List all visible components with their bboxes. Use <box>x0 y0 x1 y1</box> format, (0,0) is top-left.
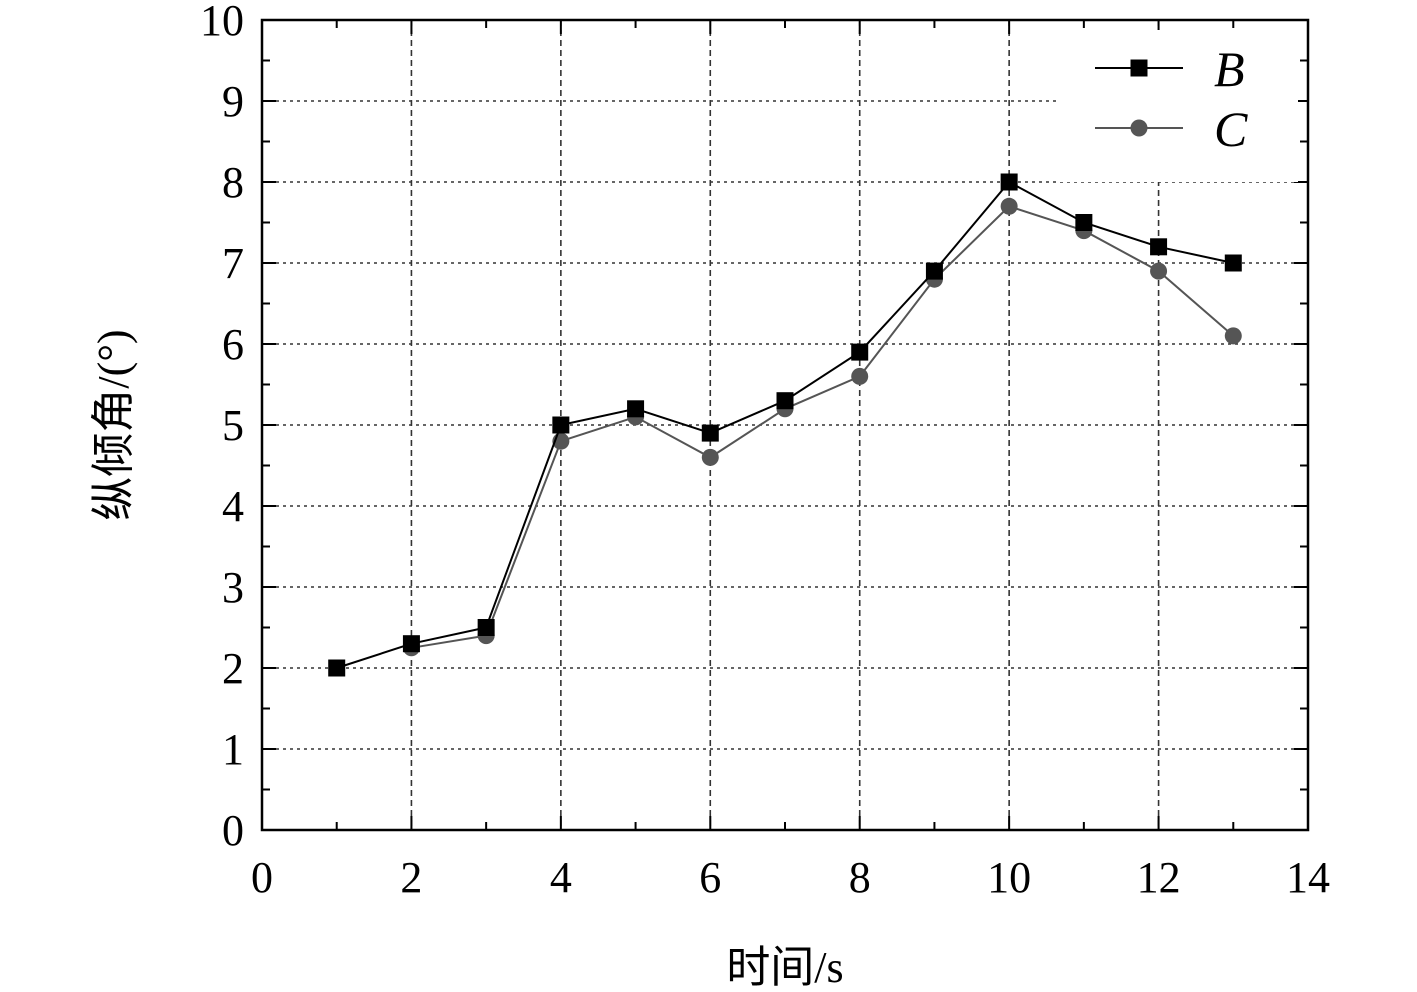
y-tick-label: 6 <box>222 320 244 369</box>
series-b-point <box>851 343 869 361</box>
x-axis-label: 时间/s <box>726 943 843 992</box>
y-axis-label: 纵倾角/(°) <box>89 329 138 520</box>
series-c-point <box>851 367 869 385</box>
y-tick-label: 9 <box>222 77 244 126</box>
series-c-point <box>1000 197 1018 215</box>
series-b-point <box>701 424 719 442</box>
x-tick-label: 6 <box>699 853 721 902</box>
series-b-point <box>328 659 346 677</box>
x-tick-label: 10 <box>987 853 1031 902</box>
x-tick-label: 0 <box>251 853 273 902</box>
x-tick-label: 4 <box>550 853 572 902</box>
y-tick-label: 5 <box>222 401 244 450</box>
series-b-point <box>402 635 420 653</box>
series-c-point <box>1224 327 1242 345</box>
y-tick-label: 1 <box>222 725 244 774</box>
series-c-line <box>411 205 1234 649</box>
legend-b-label: B <box>1214 41 1245 97</box>
series-c-point <box>1150 262 1168 280</box>
series-b-point <box>552 416 570 434</box>
series-b-point <box>627 400 645 418</box>
y-tick-label: 10 <box>200 0 244 45</box>
legend-item-b: B <box>1095 41 1245 97</box>
series-c-point <box>701 448 719 466</box>
x-tick-label: 2 <box>400 853 422 902</box>
series-b-point <box>925 262 943 280</box>
series-b-point <box>776 392 794 410</box>
legend-background <box>1058 30 1298 182</box>
y-tick-label: 2 <box>222 644 244 693</box>
series-b-line <box>336 180 1234 669</box>
plot-frame <box>260 18 1310 832</box>
y-tick-label: 0 <box>222 806 244 855</box>
series-b-point <box>1150 238 1168 256</box>
series-layer <box>328 173 1242 677</box>
series-b-point <box>1075 214 1093 231</box>
axis-ticks <box>261 19 1309 831</box>
x-tick-label: 12 <box>1137 853 1181 902</box>
y-tick-label: 3 <box>222 563 244 612</box>
x-tick-label: 14 <box>1286 853 1330 902</box>
legend-c-label: C <box>1214 101 1248 157</box>
x-tick-label: 8 <box>849 853 871 902</box>
series-b-point <box>1000 173 1018 191</box>
series-b-point <box>477 619 495 636</box>
series-b <box>328 173 1242 677</box>
legend-c-marker <box>1130 119 1148 137</box>
y-tick-label: 7 <box>222 239 244 288</box>
series-b-point <box>1224 254 1242 272</box>
legend-item-c: C <box>1095 101 1248 157</box>
legend: BC <box>1095 41 1248 157</box>
legend-b-marker <box>1130 59 1148 77</box>
y-tick-label: 8 <box>222 158 244 207</box>
y-tick-label: 4 <box>222 482 244 531</box>
